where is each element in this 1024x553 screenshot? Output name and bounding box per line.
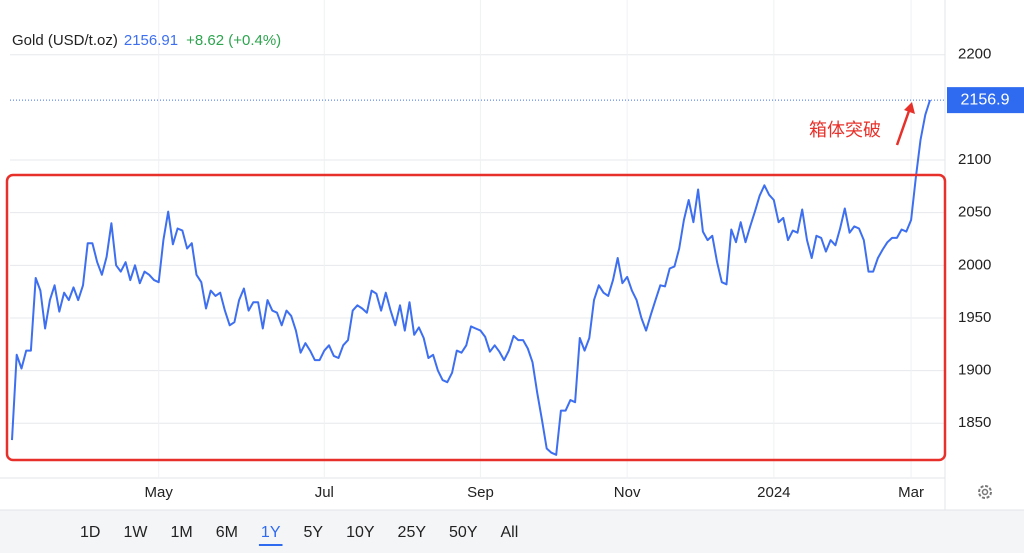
range-button[interactable]: 5Y: [304, 524, 324, 541]
range-button[interactable]: 1D: [80, 524, 100, 541]
range-button[interactable]: All: [500, 524, 518, 541]
annotation-arrowhead: [904, 102, 915, 114]
y-tick-label: 2050: [958, 204, 991, 221]
x-tick-label: Mar: [898, 484, 924, 501]
range-button[interactable]: 6M: [216, 524, 238, 541]
x-tick-label: Nov: [614, 484, 641, 501]
series-name: Gold (USD/t.oz): [12, 32, 118, 49]
price: 2156.91: [124, 32, 178, 49]
y-tick-label: 1900: [958, 362, 991, 379]
range-button[interactable]: 1M: [170, 524, 192, 541]
range-button[interactable]: 1Y: [261, 524, 281, 541]
y-tick-label: 2100: [958, 151, 991, 168]
annotation: 箱体突破: [809, 120, 881, 140]
x-tick-label: Jul: [315, 484, 334, 501]
range-button[interactable]: 50Y: [449, 524, 478, 541]
y-tick-label: 2000: [958, 256, 991, 273]
x-tick-label: 2024: [757, 484, 790, 501]
range-button[interactable]: 10Y: [346, 524, 375, 541]
range-bar: [0, 510, 1024, 553]
x-tick-label: Sep: [467, 484, 494, 501]
plot: [11, 99, 931, 456]
y-tick-label: 1950: [958, 309, 991, 326]
header: Gold (USD/t.oz) 2156.91 +8.62 (+0.4%): [12, 32, 281, 49]
price-line: [11, 99, 931, 456]
y-tick-label: 2200: [958, 46, 991, 63]
range-button[interactable]: 1W: [123, 524, 148, 541]
range-button[interactable]: 25Y: [398, 524, 427, 541]
settings-icon[interactable]: [978, 485, 992, 499]
last-price-label: 2156.9: [961, 91, 1010, 108]
grid: [10, 0, 945, 478]
y-tick-label: 1850: [958, 414, 991, 431]
annotation-arrow: [895, 107, 912, 146]
last-price-box: [947, 87, 1024, 114]
annotation-box: [5, 173, 947, 462]
x-tick-label: May: [145, 484, 174, 501]
change: +8.62 (+0.4%): [186, 32, 281, 49]
